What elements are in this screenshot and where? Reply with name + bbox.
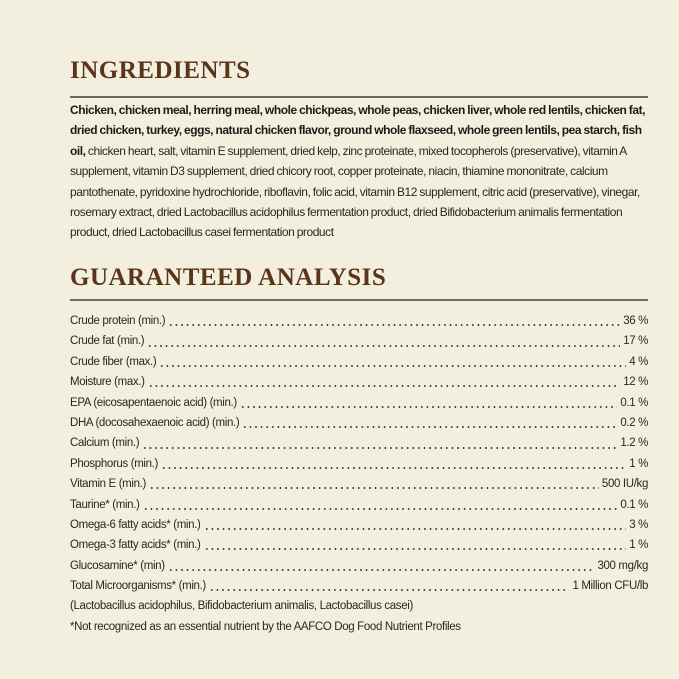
microorganisms-note: (Lactobacillus acidophilus, Bifidobacter…: [70, 600, 413, 613]
dot-leader: [242, 426, 618, 429]
dot-leader: [161, 466, 627, 469]
footnote: *Not recognized as an essential nutrient…: [70, 620, 461, 633]
dot-leader: [208, 589, 570, 592]
nutrient-value: 3 %: [629, 518, 648, 531]
nutrient-value: 4 %: [629, 355, 648, 368]
nutrient-label: Taurine* (min.): [70, 498, 140, 511]
nutrient-value: 1 %: [629, 457, 648, 470]
nutrient-value: 1.2 %: [620, 437, 648, 450]
nutrient-label: Moisture (max.): [70, 376, 145, 389]
dot-leader: [203, 548, 627, 551]
nutrient-label: Calcium (min.): [70, 437, 140, 450]
analysis-row: Phosphorus (min.) 1 %: [70, 454, 648, 474]
dot-leader: [168, 324, 621, 327]
ingredients-secondary: chicken heart, salt, vitamin E supplemen…: [70, 143, 640, 240]
analysis-heading: GUARANTEED ANALYSIS: [70, 264, 387, 291]
nutrient-value: 0.1 %: [620, 498, 648, 511]
nutrient-value: 0.2 %: [620, 416, 648, 429]
analysis-row: DHA (docosahexaenoic acid) (min.) 0.2 %: [70, 413, 648, 433]
nutrient-value: 17 %: [623, 335, 648, 348]
analysis-row: Crude protein (min.) 36 %: [70, 311, 648, 331]
nutrient-value: 1 Million CFU/lb: [572, 580, 648, 593]
dot-leader: [167, 568, 595, 571]
analysis-row: Moisture (max.) 12 %: [70, 372, 648, 392]
dot-leader: [142, 507, 618, 510]
nutrient-label: Vitamin E (min.): [70, 478, 146, 491]
nutrient-label: Glucosamine* (min): [70, 559, 165, 572]
ingredients-list: Chicken, chicken meal, herring meal, who…: [70, 100, 650, 243]
analysis-row: Total Microorganisms* (min.) 1 Million CF…: [70, 576, 648, 596]
ingredients-heading: INGREDIENTS: [70, 57, 251, 84]
analysis-row: Calcium (min.) 1.2 %: [70, 433, 648, 453]
nutrient-label: Phosphorus (min.): [70, 457, 159, 470]
analysis-row: Omega-3 fatty acids* (min.) 1 %: [70, 535, 648, 555]
nutrient-value: 36 %: [623, 315, 648, 327]
nutrient-label: DHA (docosahexaenoic acid) (min.): [70, 416, 240, 429]
nutrient-value: 1 %: [629, 539, 648, 552]
analysis-row: Glucosamine* (min) 300 mg/kg: [70, 556, 648, 576]
nutrient-value: 300 mg/kg: [597, 559, 648, 572]
nutrient-label: Omega-6 fatty acids* (min.): [70, 518, 201, 531]
nutrient-label: Crude fat (min.): [70, 335, 145, 348]
dot-leader: [148, 487, 599, 490]
analysis-row: Crude fiber (max.) 4 %: [70, 352, 648, 372]
analysis-divider: [70, 299, 648, 301]
ingredients-primary: Chicken, chicken meal, herring meal, who…: [70, 103, 646, 158]
analysis-row: Vitamin E (min.) 500 IU/kg: [70, 474, 648, 494]
dot-leader: [159, 364, 627, 367]
analysis-row: Crude fat (min.) 17 %: [70, 331, 648, 351]
dot-leader: [203, 528, 627, 531]
analysis-row: Omega-6 fatty acids* (min.) 3 %: [70, 515, 648, 535]
analysis-row: EPA (eicosapentaenoic acid) (min.) 0.1 %: [70, 393, 648, 413]
nutrient-label: Crude protein (min.): [70, 315, 166, 327]
nutrient-value: 0.1 %: [620, 396, 648, 409]
nutrient-value: 500 IU/kg: [601, 478, 648, 491]
dot-leader: [239, 405, 618, 408]
nutrient-label: EPA (eicosapentaenoic acid) (min.): [70, 396, 237, 409]
nutrient-label: Total Microorganisms* (min.): [70, 580, 206, 593]
nutrient-label: Crude fiber (max.): [70, 355, 157, 368]
analysis-table: Crude protein (min.) 36 % Crude fat (min.)…: [70, 311, 648, 637]
dot-leader: [147, 344, 621, 347]
nutrient-label: Omega-3 fatty acids* (min.): [70, 539, 201, 552]
analysis-row: Taurine* (min.) 0.1 %: [70, 495, 648, 515]
nutrient-value: 12 %: [623, 376, 648, 389]
dot-leader: [147, 385, 621, 388]
ingredients-divider: [70, 96, 648, 98]
dot-leader: [142, 446, 618, 449]
